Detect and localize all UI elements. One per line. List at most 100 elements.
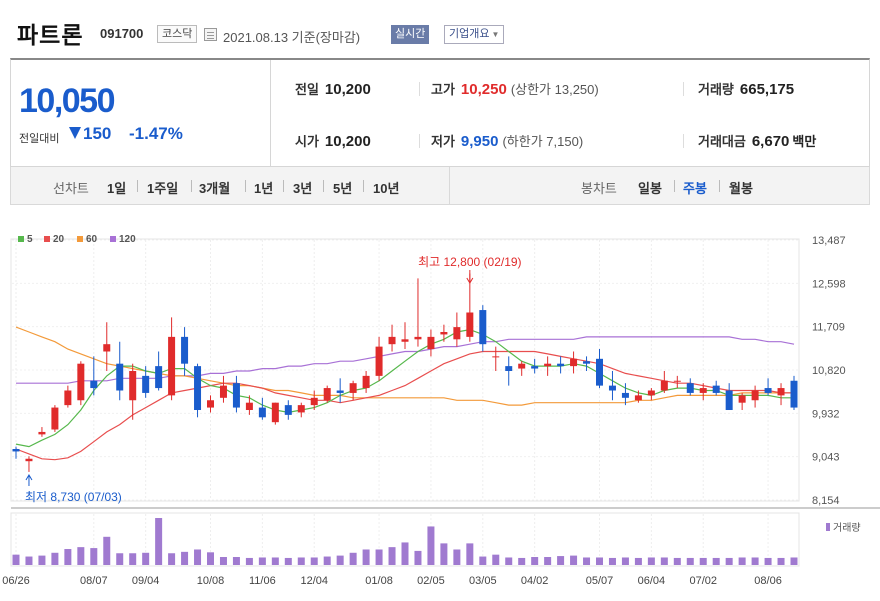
volume-bar — [764, 557, 772, 565]
y-tick-label: 9,932 — [812, 408, 840, 420]
volume-bar — [492, 554, 500, 565]
prev-close-label: 전일 — [295, 82, 319, 97]
volume-bar — [207, 552, 214, 565]
candle-body — [232, 383, 240, 408]
divider — [419, 82, 420, 96]
volume-bar — [777, 557, 785, 565]
candle-monthly[interactable]: 월봉 — [729, 181, 753, 196]
legend-label: 20 — [53, 234, 65, 245]
candle-weekly[interactable]: 주봉 — [683, 181, 707, 196]
legend-label: 120 — [119, 234, 136, 245]
candle-chart-periods: 봉차트 일봉 주봉 월봉 — [449, 167, 869, 204]
x-tick-label: 07/02 — [689, 575, 717, 587]
current-price: 10,050 — [19, 82, 116, 120]
candle-body — [129, 370, 137, 401]
high-label: 고가 — [431, 82, 455, 97]
y-tick-label: 11,709 — [812, 322, 845, 334]
company-overview-button[interactable]: 기업개요 ▼ — [444, 25, 505, 44]
low-label: 저가 — [431, 134, 455, 149]
x-tick-label: 06/04 — [638, 575, 666, 587]
period-1w[interactable]: 1주일 — [147, 181, 179, 196]
x-tick-label: 08/06 — [754, 575, 782, 587]
candle-body — [608, 385, 616, 391]
separator — [191, 180, 192, 192]
volume-bar — [362, 549, 370, 565]
period-1d[interactable]: 1일 — [107, 181, 127, 196]
calendar-icon — [204, 28, 217, 41]
period-bar: 선차트 1일 1주일 3개월 1년 3년 5년 10년 봉차트 일봉 주봉 월봉 — [10, 167, 870, 205]
candle-body — [583, 361, 591, 364]
amount-label: 거래대금 — [698, 134, 746, 149]
change-label: 전일대비 — [19, 133, 60, 145]
volume-bar — [621, 557, 629, 565]
volume-bar — [388, 547, 396, 565]
x-tick-label: 04/02 — [521, 575, 549, 587]
period-3y[interactable]: 3년 — [293, 181, 313, 196]
candle-body — [699, 388, 707, 393]
volume-bar — [427, 526, 435, 565]
as-of-date: 2021.08.13 기준(장마감) — [223, 30, 361, 45]
y-tick-label: 13,487 — [812, 235, 846, 247]
candle-body — [310, 397, 318, 406]
period-1y[interactable]: 1년 — [254, 181, 274, 196]
divider — [419, 134, 420, 148]
prev-close: 전일 10,200 — [295, 79, 371, 98]
candle-body — [77, 363, 85, 401]
candle-body — [375, 346, 383, 376]
volume-bar — [440, 543, 448, 565]
candle-body — [245, 402, 253, 411]
divider — [683, 134, 684, 148]
volume-bar — [738, 557, 746, 565]
volume-bar — [557, 556, 565, 565]
x-tick-label: 05/07 — [586, 575, 614, 587]
candle-body — [544, 363, 552, 367]
volume-bar — [219, 557, 227, 565]
volume-bar — [699, 557, 707, 565]
candle-daily[interactable]: 일봉 — [638, 181, 662, 196]
volume-bar — [531, 557, 539, 565]
volume-legend-label: 거래량 — [833, 522, 861, 534]
volume-bar — [232, 557, 240, 565]
separator — [245, 180, 246, 192]
candle-body — [738, 395, 746, 403]
volume-bar — [375, 549, 383, 565]
period-5y[interactable]: 5년 — [333, 181, 353, 196]
price-cell: 10,050 전일대비 150 -1.47% — [11, 60, 271, 167]
candle-body — [51, 407, 59, 430]
high-value: 10,250 — [460, 81, 507, 98]
period-3m[interactable]: 3개월 — [199, 181, 231, 196]
volume-bar — [466, 543, 474, 565]
volume-bar — [673, 557, 681, 565]
period-10y[interactable]: 10년 — [373, 181, 400, 196]
candle-body — [764, 388, 772, 393]
x-tick-label: 03/05 — [469, 575, 497, 587]
candle-body — [660, 380, 668, 391]
separator — [283, 180, 284, 192]
volume-bar — [725, 557, 733, 565]
volume-bar — [336, 555, 344, 565]
volume-bar — [168, 553, 176, 565]
candle-body — [336, 390, 344, 393]
candle-body — [751, 390, 759, 401]
x-tick-label: 01/08 — [365, 575, 393, 587]
low-value: 9,950 — [460, 133, 499, 150]
candle-body — [621, 392, 629, 398]
volume-bar — [414, 550, 422, 565]
x-tick-label: 10/08 — [197, 575, 225, 587]
candle-body — [570, 358, 578, 367]
candle-chart-label: 봉차트 — [581, 181, 617, 196]
volume-bar — [181, 551, 189, 565]
candle-body — [155, 366, 163, 389]
line-chart-periods: 선차트 1일 1주일 3개월 1년 3년 5년 10년 — [11, 167, 449, 204]
lower-limit: (하한가 7,150) — [502, 134, 584, 149]
volume-bar — [479, 556, 487, 565]
candle-body — [25, 458, 33, 462]
candle-body — [427, 336, 435, 350]
volume: 거래량 665,175 — [698, 79, 794, 98]
candle-body — [323, 388, 331, 401]
volume-bar — [401, 542, 409, 565]
volume-bar — [284, 557, 292, 565]
candle-body — [414, 336, 422, 340]
prev-close-value: 10,200 — [324, 81, 371, 98]
realtime-button[interactable]: 실시간 — [391, 25, 430, 44]
